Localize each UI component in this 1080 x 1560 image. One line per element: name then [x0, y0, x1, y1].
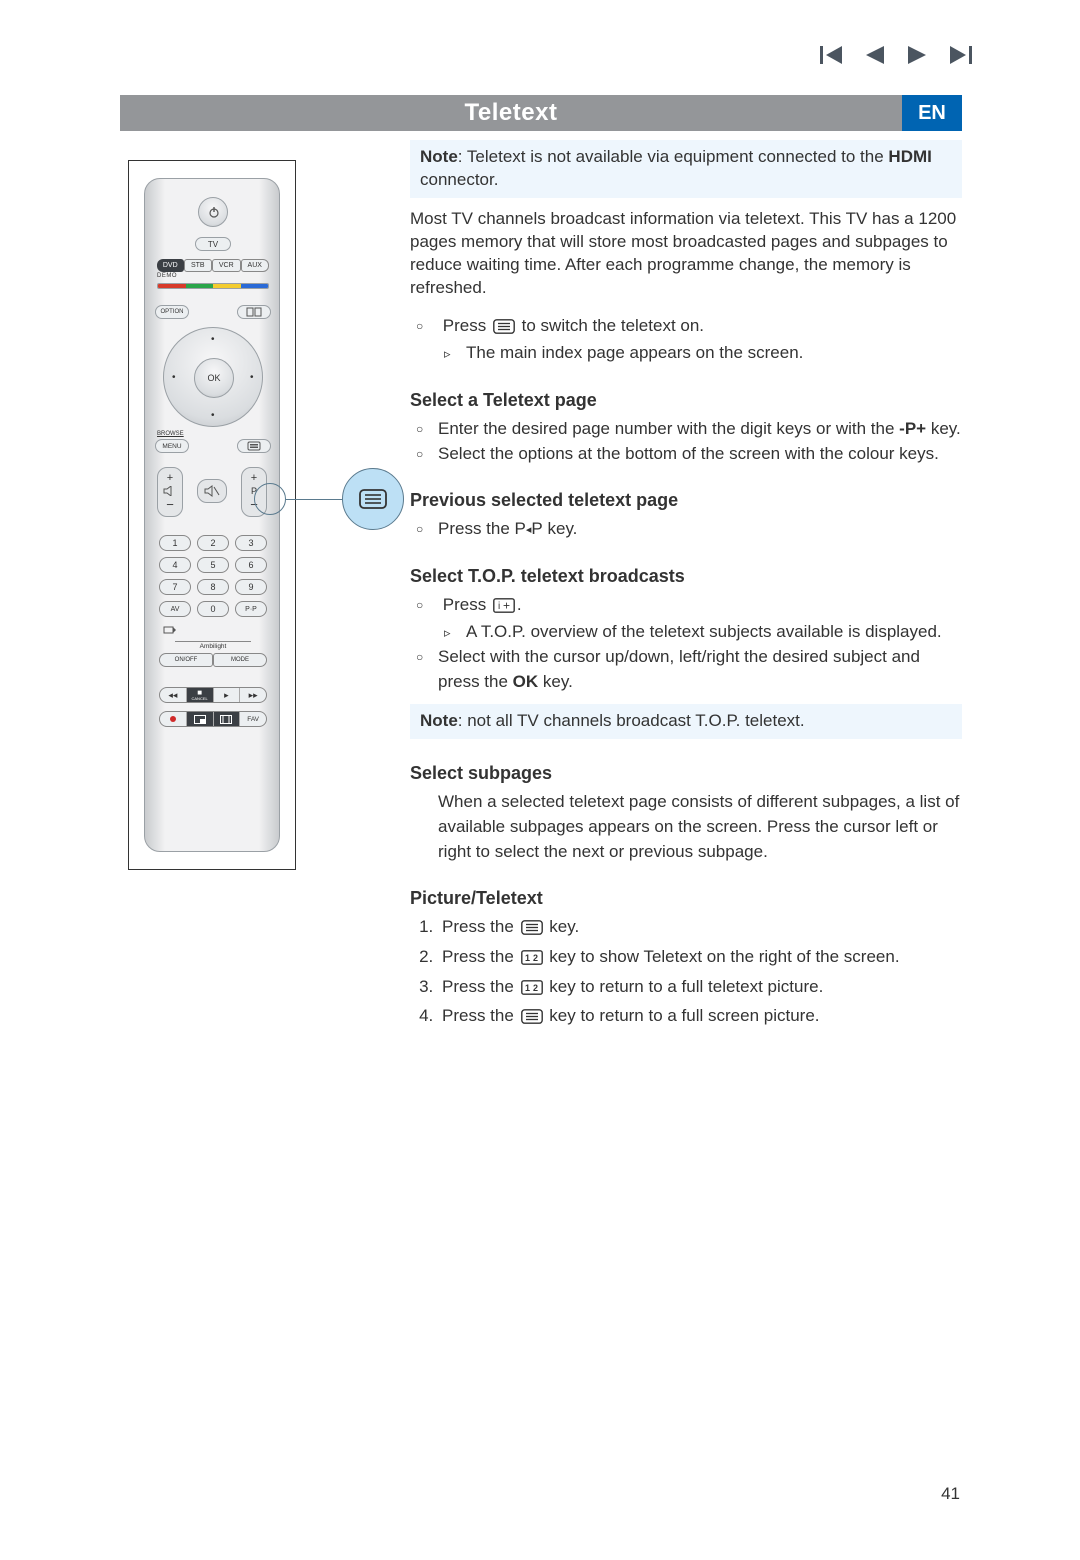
teletext-icon — [521, 918, 543, 943]
callout-circle — [342, 468, 404, 530]
info-plus-icon: i+ — [493, 596, 515, 621]
heading-picture-teletext: Picture/Teletext — [410, 888, 962, 909]
svg-text:2: 2 — [533, 983, 538, 993]
teletext-icon — [247, 441, 261, 451]
switch-on-list: Press to switch the teletext on. The mai… — [410, 314, 962, 366]
dual-12-icon: 12 — [521, 948, 543, 973]
volume-icon — [163, 486, 177, 496]
header-language-text: EN — [918, 102, 946, 125]
previous-page-list: Press the P◂P key. — [410, 517, 962, 542]
mute-icon — [204, 485, 220, 497]
pdf-nav-controls — [820, 46, 972, 64]
header-title: Teletext — [465, 99, 558, 127]
note-label: Note — [420, 147, 458, 166]
prev-page-icon[interactable] — [866, 46, 884, 64]
input-icon — [163, 625, 177, 635]
dual-12-icon: 12 — [521, 978, 543, 1003]
teletext-icon — [493, 317, 515, 342]
select-page-list: Enter the desired page number with the d… — [410, 417, 962, 466]
dual-screen-icon — [246, 307, 262, 317]
first-page-icon[interactable] — [820, 46, 842, 64]
callout-source-ring — [254, 483, 286, 515]
callout-line — [286, 499, 342, 500]
subpages-body: When a selected teletext page consists o… — [410, 790, 962, 864]
svg-text:i: i — [498, 601, 500, 612]
remote-illustration: TV DVD STB VCR AUX DEMO OPTION OK • • • … — [120, 160, 400, 880]
header-language-badge: EN — [902, 95, 962, 131]
teletext-icon — [521, 1007, 543, 1032]
note-box-top: Note: not all TV channels broadcast T.O.… — [410, 704, 962, 739]
main-content: Note: Teletext is not available via equi… — [410, 140, 962, 1034]
intro-paragraph: Most TV channels broadcast information v… — [410, 208, 962, 300]
header-title-area: Teletext — [120, 95, 902, 131]
svg-text:+: + — [503, 598, 510, 612]
heading-top-broadcast: Select T.O.P. teletext broadcasts — [410, 566, 962, 587]
heading-previous-page: Previous selected teletext page — [410, 490, 962, 511]
power-icon — [208, 206, 220, 218]
top-broadcast-list: Press i+. A T.O.P. overview of the telet… — [410, 593, 962, 695]
heading-select-page: Select a Teletext page — [410, 390, 962, 411]
aspect-icon — [220, 715, 232, 724]
section-header: Teletext EN — [120, 95, 962, 131]
note-box-hdmi: Note: Teletext is not available via equi… — [410, 140, 962, 198]
svg-text:1: 1 — [525, 983, 530, 993]
picture-teletext-list: Press the key. Press the 12 key to show … — [410, 915, 962, 1032]
svg-text:1: 1 — [525, 953, 530, 963]
next-page-icon[interactable] — [908, 46, 926, 64]
pip-icon — [194, 715, 206, 724]
svg-text:2: 2 — [533, 953, 538, 963]
teletext-icon — [359, 489, 387, 509]
page-number: 41 — [941, 1484, 960, 1504]
heading-subpages: Select subpages — [410, 763, 962, 784]
last-page-icon[interactable] — [950, 46, 972, 64]
